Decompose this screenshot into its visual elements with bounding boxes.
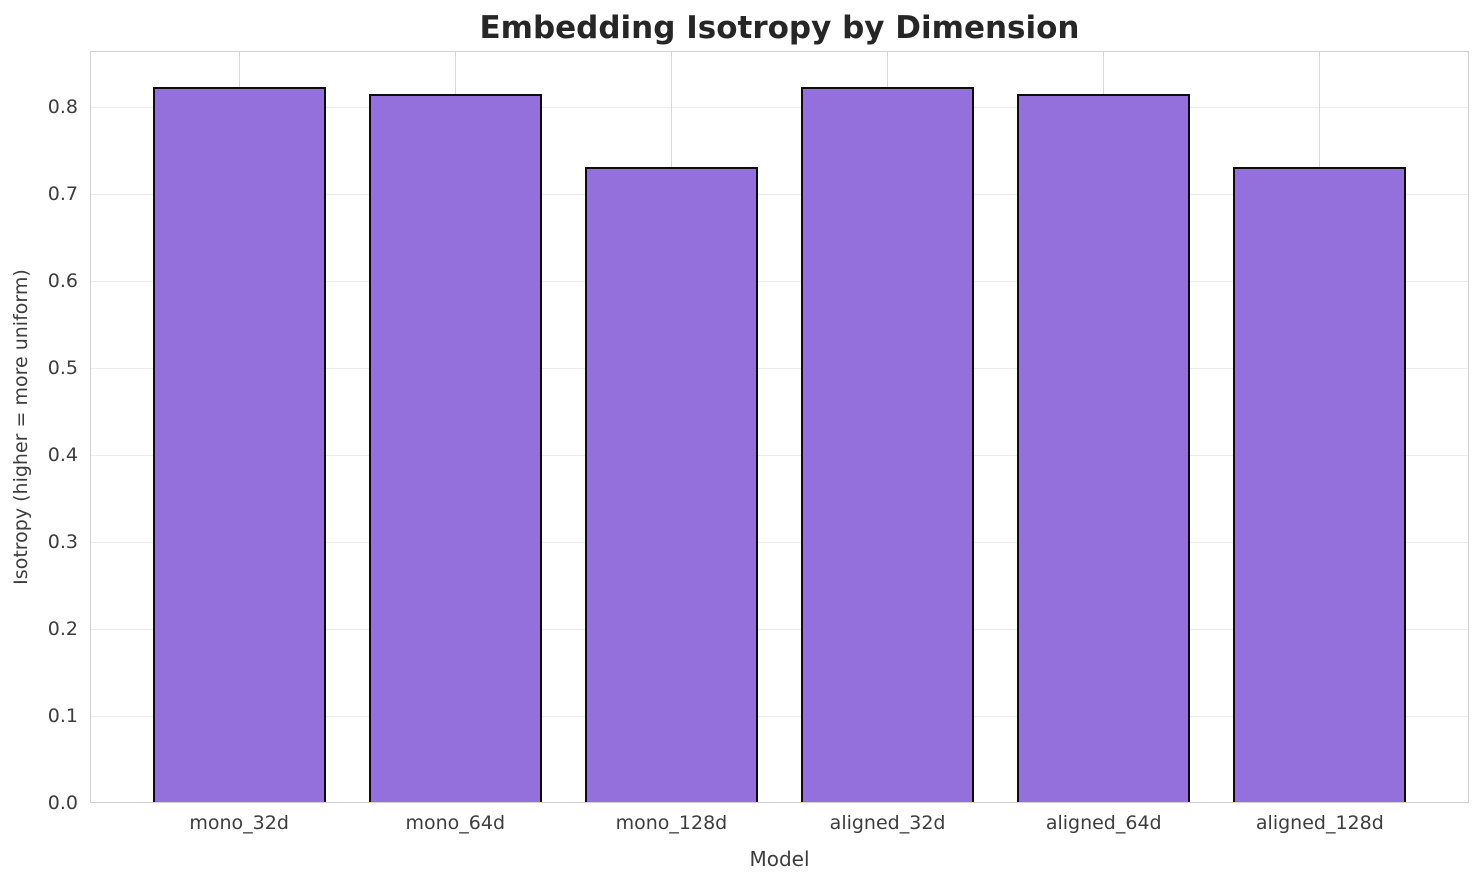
y-tick-label: 0.8	[47, 95, 78, 118]
y-tick-label: 0.5	[47, 356, 78, 379]
bar-aligned_64d	[1017, 93, 1191, 803]
y-axis-label: Isotropy (higher = more uniform)	[10, 269, 32, 585]
gridline-horizontal	[90, 541, 1469, 543]
chart-title: Embedding Isotropy by Dimension	[479, 10, 1080, 46]
gridline-horizontal	[90, 193, 1469, 195]
x-tick-label: aligned_64d	[1045, 812, 1162, 834]
bar-aligned_32d	[801, 86, 975, 803]
y-tick-label: 0.3	[47, 530, 78, 553]
gridline-horizontal	[90, 715, 1469, 717]
gridline-horizontal	[90, 628, 1469, 630]
bar-mono_64d	[368, 93, 542, 803]
bar-aligned_128d	[1233, 166, 1407, 803]
gridline-horizontal	[90, 367, 1469, 369]
y-tick-label: 0.1	[47, 704, 78, 727]
y-tick-label: 0.6	[47, 269, 78, 292]
x-tick-label: mono_128d	[615, 812, 728, 834]
x-tick-label: mono_64d	[405, 812, 506, 834]
gridline-horizontal	[90, 106, 1469, 108]
y-tick-label: 0.0	[47, 792, 78, 814]
plot-area	[90, 51, 1469, 803]
x-tick-label: mono_32d	[189, 812, 289, 834]
y-tick-label: 0.4	[47, 443, 78, 466]
x-axis-label: Model	[749, 847, 810, 871]
x-tick-label: aligned_128d	[1255, 812, 1384, 834]
bar-mono_128d	[584, 166, 758, 803]
gridline-horizontal	[90, 454, 1469, 456]
bar-mono_32d	[152, 86, 326, 803]
y-tick-label: 0.2	[47, 617, 78, 640]
x-tick-label: aligned_32d	[829, 812, 946, 834]
gridline-horizontal	[90, 280, 1469, 282]
y-tick-label: 0.7	[47, 182, 78, 205]
